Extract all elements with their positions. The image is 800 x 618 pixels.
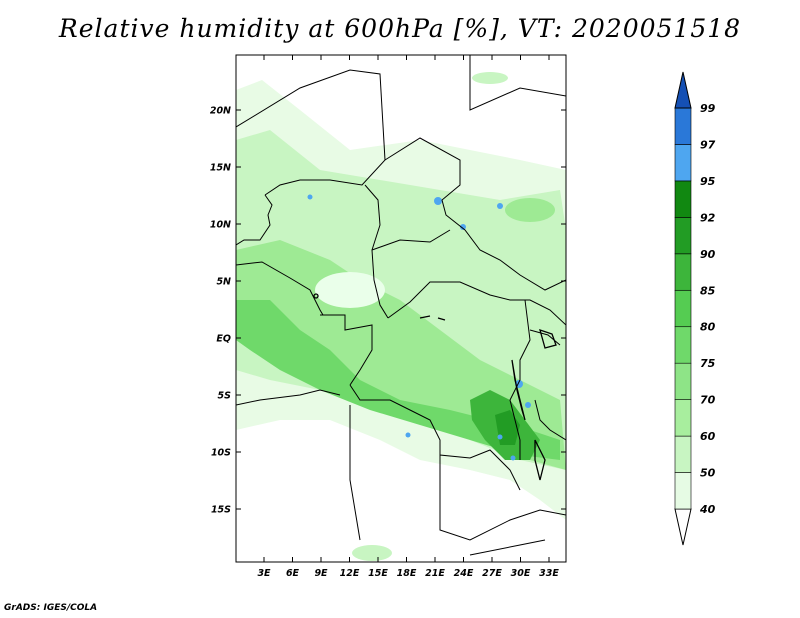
colorbar: 40 50 60 70 75 80 85 90 92 95 97 99: [674, 71, 716, 546]
colorbar-segment: [674, 326, 692, 364]
lon-label: 21E: [425, 568, 445, 579]
colorbar-label: 85: [700, 284, 716, 297]
lon-label: 6E: [286, 568, 300, 579]
lat-label: 5S: [218, 391, 232, 402]
lon-label: 30E: [511, 568, 531, 579]
colorbar-segment: [674, 107, 692, 145]
latitude-axis: 20N 15N 10N 5N EQ 5S 10S 15S: [210, 106, 566, 516]
colorbar-lower-triangle: [674, 508, 692, 546]
colorbar-segment: [674, 217, 692, 255]
lat-label: 15N: [210, 163, 231, 174]
colorbar-label: 50: [700, 467, 716, 480]
colorbar-label: 95: [700, 175, 716, 188]
colorbar-segment: [674, 144, 692, 182]
lon-label: 24E: [454, 568, 474, 579]
country-borders: [236, 55, 566, 556]
colorbar-label: 40: [699, 503, 716, 516]
longitude-axis: 3E 6E 9E 12E 15E 18E 21E 24E 27E 30E 33E: [257, 55, 559, 579]
colorbar-segment: [674, 362, 692, 400]
lat-label: 20N: [210, 106, 231, 117]
lon-label: 33E: [539, 568, 559, 579]
chart-title: Relative humidity at 600hPa [%], VT: 202…: [58, 14, 742, 43]
lakes: [313, 293, 557, 481]
lon-label: 18E: [397, 568, 417, 579]
colorbar-label: 92: [700, 211, 716, 224]
colorbar-label: 60: [700, 430, 716, 443]
lon-label: 9E: [314, 568, 328, 579]
lon-label: 15E: [368, 568, 388, 579]
colorbar-label: 99: [700, 102, 716, 115]
colorbar-label: 80: [700, 321, 716, 334]
colorbar-label: 75: [700, 357, 716, 370]
map-frame: [235, 54, 567, 563]
colorbar-label: 90: [700, 248, 716, 261]
colorbar-segment: [674, 180, 692, 218]
colorbar-upper-triangle: [674, 71, 692, 109]
colorbar-segment: [674, 435, 692, 473]
humidity-field: [236, 55, 566, 562]
lon-label: 3E: [257, 568, 271, 579]
lat-label: EQ: [216, 334, 231, 345]
lat-label: 15S: [211, 505, 231, 516]
colorbar-segment: [674, 472, 692, 510]
lat-label: 5N: [216, 277, 231, 288]
colorbar-label: 97: [700, 138, 716, 151]
colorbar-segment: [674, 253, 692, 291]
colorbar-label: 70: [700, 394, 716, 407]
colorbar-segment: [674, 289, 692, 328]
lon-label: 12E: [340, 568, 360, 579]
lat-label: 10N: [210, 220, 231, 231]
lat-label: 10S: [211, 448, 231, 459]
lon-label: 27E: [482, 568, 502, 579]
colorbar-segment: [674, 399, 692, 437]
grads-credit: GrADS: IGES/COLA: [4, 603, 98, 613]
